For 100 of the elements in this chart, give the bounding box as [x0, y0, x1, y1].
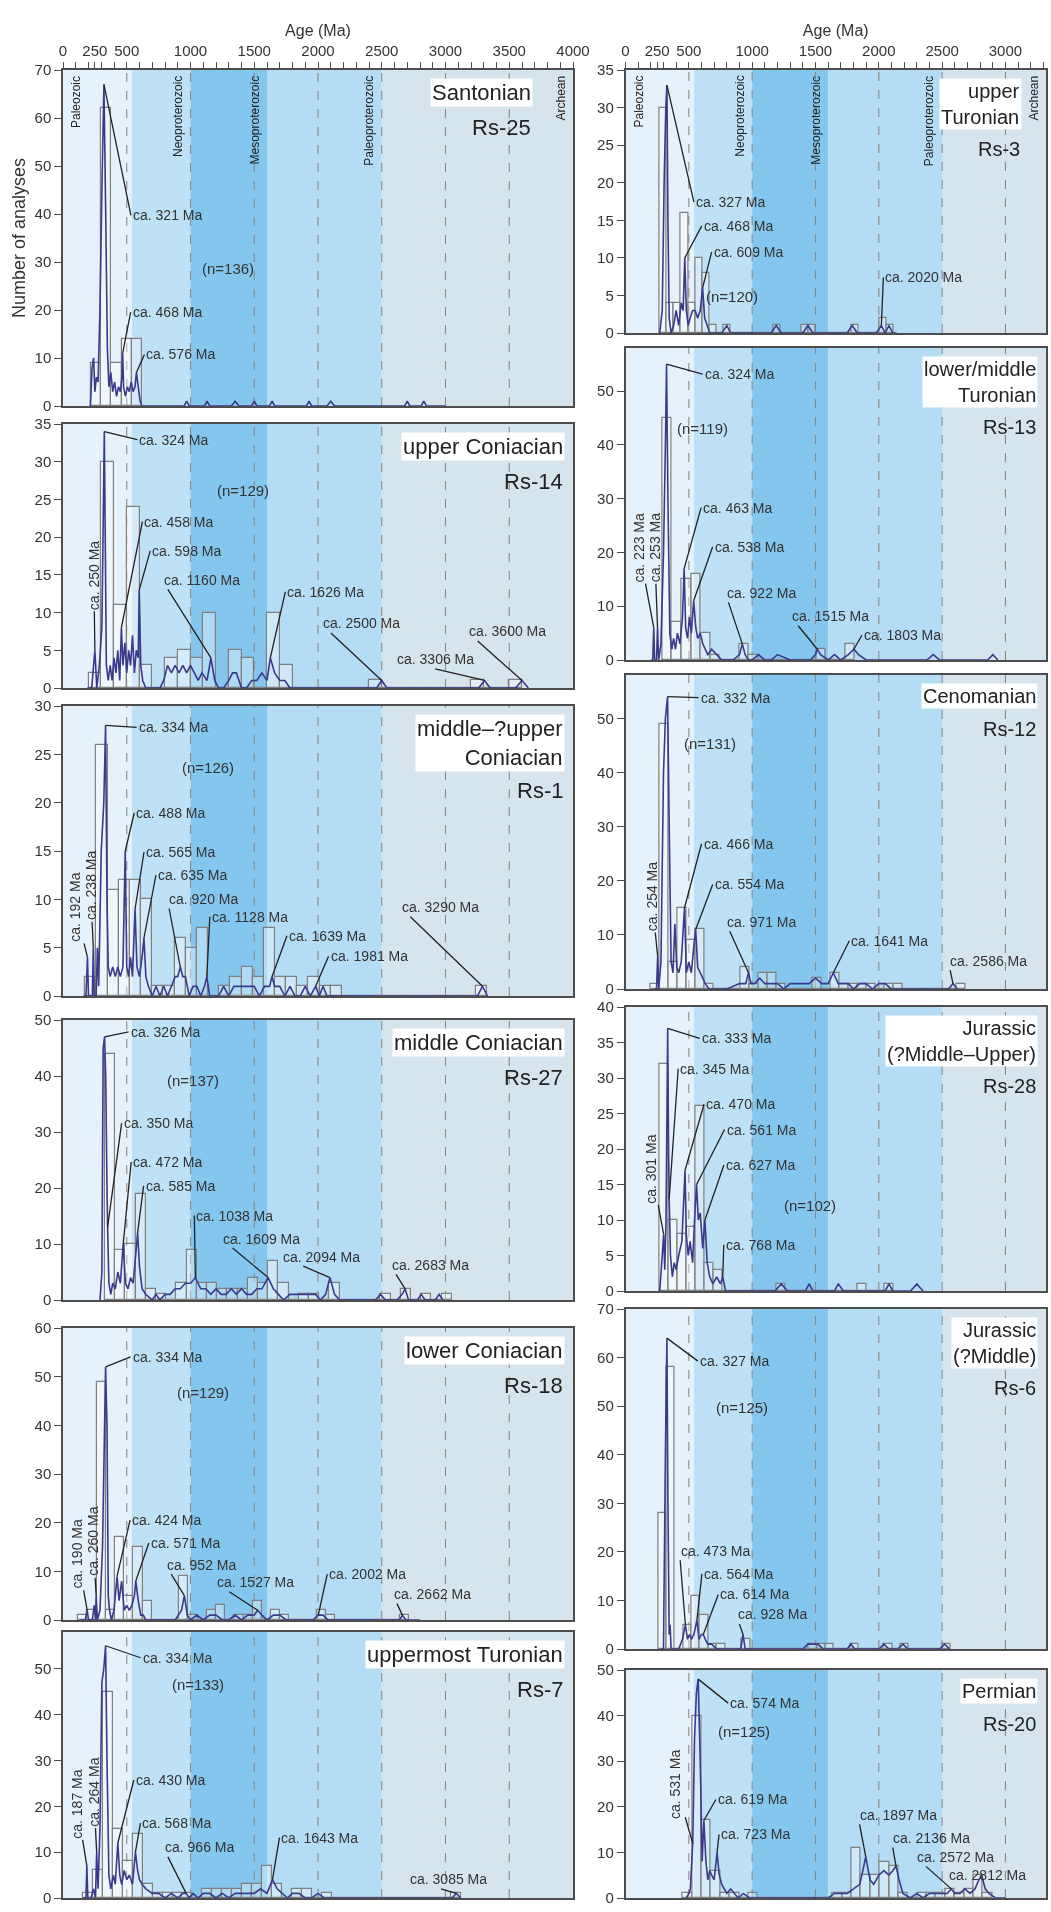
y-tick-label: 20 — [34, 1797, 52, 1815]
y-tick-label: 35 — [597, 61, 614, 79]
y-tick-label: 15 — [34, 566, 52, 584]
annotation: ca. 3290 Ma — [402, 899, 480, 915]
y-tick-label: 10 — [34, 349, 52, 367]
x-tick-label: 3500 — [492, 42, 526, 60]
annotation: ca. 1897 Ma — [860, 1807, 938, 1823]
y-tick-label: 5 — [605, 1246, 614, 1264]
y-tick-label: 10 — [597, 597, 614, 615]
annotation: ca. 2002 Ma — [329, 1566, 407, 1582]
y-tick-label: 35 — [597, 1033, 614, 1051]
annotation: ca. 1527 Ma — [217, 1574, 295, 1590]
text: upper Coniacian — [403, 434, 564, 459]
annotation: ca. 585 Ma — [146, 1178, 216, 1194]
y-tick-label: 10 — [34, 1235, 52, 1253]
y-tick-label: 20 — [34, 793, 52, 811]
text: Rs-27 — [504, 1065, 563, 1090]
y-tick-label: 20 — [597, 1798, 614, 1816]
text: Rs-14 — [504, 469, 563, 494]
x-tick-label: 1500 — [798, 42, 833, 60]
annotation: ca. 1643 Ma — [281, 1830, 359, 1846]
annotation: ca. 327 Ma — [700, 1353, 770, 1369]
annotation: ca. 345 Ma — [680, 1061, 750, 1077]
x-tick-label: 2500 — [365, 42, 399, 60]
text: lower/middle Turonian — [924, 358, 1037, 406]
x-tick-label: 250 — [82, 42, 108, 60]
annotation: ca. 2136 Ma — [893, 1830, 971, 1846]
annotation: ca. 574 Ma — [730, 1695, 800, 1711]
y-tick-label: 60 — [34, 1319, 52, 1337]
annotation: ca. 971 Ma — [727, 914, 797, 930]
annotation: ca. 424 Ma — [132, 1512, 202, 1528]
annotation: ca. 250 Ma — [85, 540, 102, 611]
annotation: ca. 472 Ma — [133, 1154, 203, 1170]
annotation: ca. 2662 Ma — [394, 1586, 472, 1602]
text: Rs-3 — [978, 138, 1021, 160]
annotation: ca. 1639 Ma — [289, 928, 367, 944]
annotation: ca. 1160 Ma — [164, 572, 241, 588]
annotation: ca. 1626 Ma — [287, 584, 365, 600]
text: Rs-25 — [472, 115, 531, 140]
annotation: ca. 3600 Ma — [469, 623, 547, 639]
annotation: ca. 554 Ma — [715, 876, 785, 892]
annotation: ca. 2500 Ma — [323, 615, 401, 631]
x-tick-label: 0 — [621, 42, 630, 60]
y-tick-label: 10 — [597, 1591, 614, 1609]
band-label: Archean — [553, 75, 568, 121]
x-tick-label: 4000 — [556, 42, 590, 60]
annotation: ca. 326 Ma — [131, 1024, 201, 1040]
y-tick-label: 25 — [34, 490, 52, 508]
text: Permian — [962, 1680, 1037, 1702]
text: middle–?upper Coniacian — [417, 716, 563, 770]
annotation: ca. 468 Ma — [133, 304, 203, 320]
band-label: Neoproterozoic — [732, 75, 747, 157]
y-tick-label: 40 — [597, 1445, 614, 1463]
text: Rs-28 — [983, 1075, 1037, 1097]
y-tick-label: 30 — [597, 817, 614, 835]
y-tick-label: 25 — [34, 745, 52, 763]
text: Rs-20 — [983, 1713, 1037, 1735]
y-tick-label: 20 — [597, 1140, 614, 1158]
band-label: Mesoproterozoic — [247, 75, 262, 165]
annotation: (n=137) — [167, 1072, 220, 1089]
y-tick-label: 0 — [42, 397, 52, 415]
annotation: ca. 334 Ma — [133, 1349, 203, 1365]
annotation: ca. 334 Ma — [143, 1650, 213, 1666]
annotation: ca. 350 Ma — [124, 1115, 194, 1131]
x-tick-label: 1000 — [735, 42, 769, 60]
annotation: ca. 768 Ma — [726, 1237, 796, 1253]
y-tick-label: 50 — [597, 382, 614, 400]
y-tick-label: 70 — [597, 1300, 614, 1318]
y-tick-label: 5 — [605, 286, 614, 304]
y-tick-label: 10 — [34, 603, 52, 621]
annotation: (n=129) — [177, 1384, 230, 1401]
band-label: Mesoproterozoic — [808, 75, 823, 165]
annotation: ca. 609 Ma — [714, 244, 784, 260]
annotation: ca. 470 Ma — [706, 1096, 776, 1112]
annotation: ca. 2020 Ma — [885, 269, 963, 285]
annotation: ca. 598 Ma — [152, 543, 222, 559]
y-tick-label: 10 — [597, 1211, 614, 1229]
annotation: ca. 187 Ma — [68, 1769, 85, 1839]
annotation: ca. 3085 Ma — [410, 1871, 488, 1887]
annotation: ca. 1641 Ma — [851, 933, 929, 949]
band-label: Paleozoic — [631, 75, 646, 128]
y-tick-label: 70 — [34, 61, 52, 79]
y-tick-label: 30 — [597, 98, 614, 116]
y-tick-label: 25 — [597, 136, 614, 154]
y-tick-label: 20 — [597, 871, 614, 889]
text: uppermost Turonian — [367, 1642, 563, 1667]
y-tick-label: 20 — [34, 1179, 52, 1197]
y-tick-label: 30 — [597, 489, 614, 507]
x-tick-label: 0 — [58, 42, 68, 60]
band-label: Archean — [1026, 75, 1041, 121]
annotation: ca. 190 Ma — [68, 1519, 85, 1589]
y-tick-label: 15 — [597, 1175, 614, 1193]
annotation: ca. 920 Ma — [169, 891, 239, 907]
y-tick-label: 10 — [597, 926, 614, 944]
annotation: ca. 334 Ma — [139, 719, 209, 735]
x-axis-title: Age (Ma) — [802, 21, 869, 39]
y-tick-label: 0 — [42, 987, 52, 1005]
annotation: ca. 922 Ma — [727, 585, 797, 601]
annotation: ca. 723 Ma — [721, 1826, 791, 1842]
y-tick-label: 30 — [34, 1465, 52, 1483]
